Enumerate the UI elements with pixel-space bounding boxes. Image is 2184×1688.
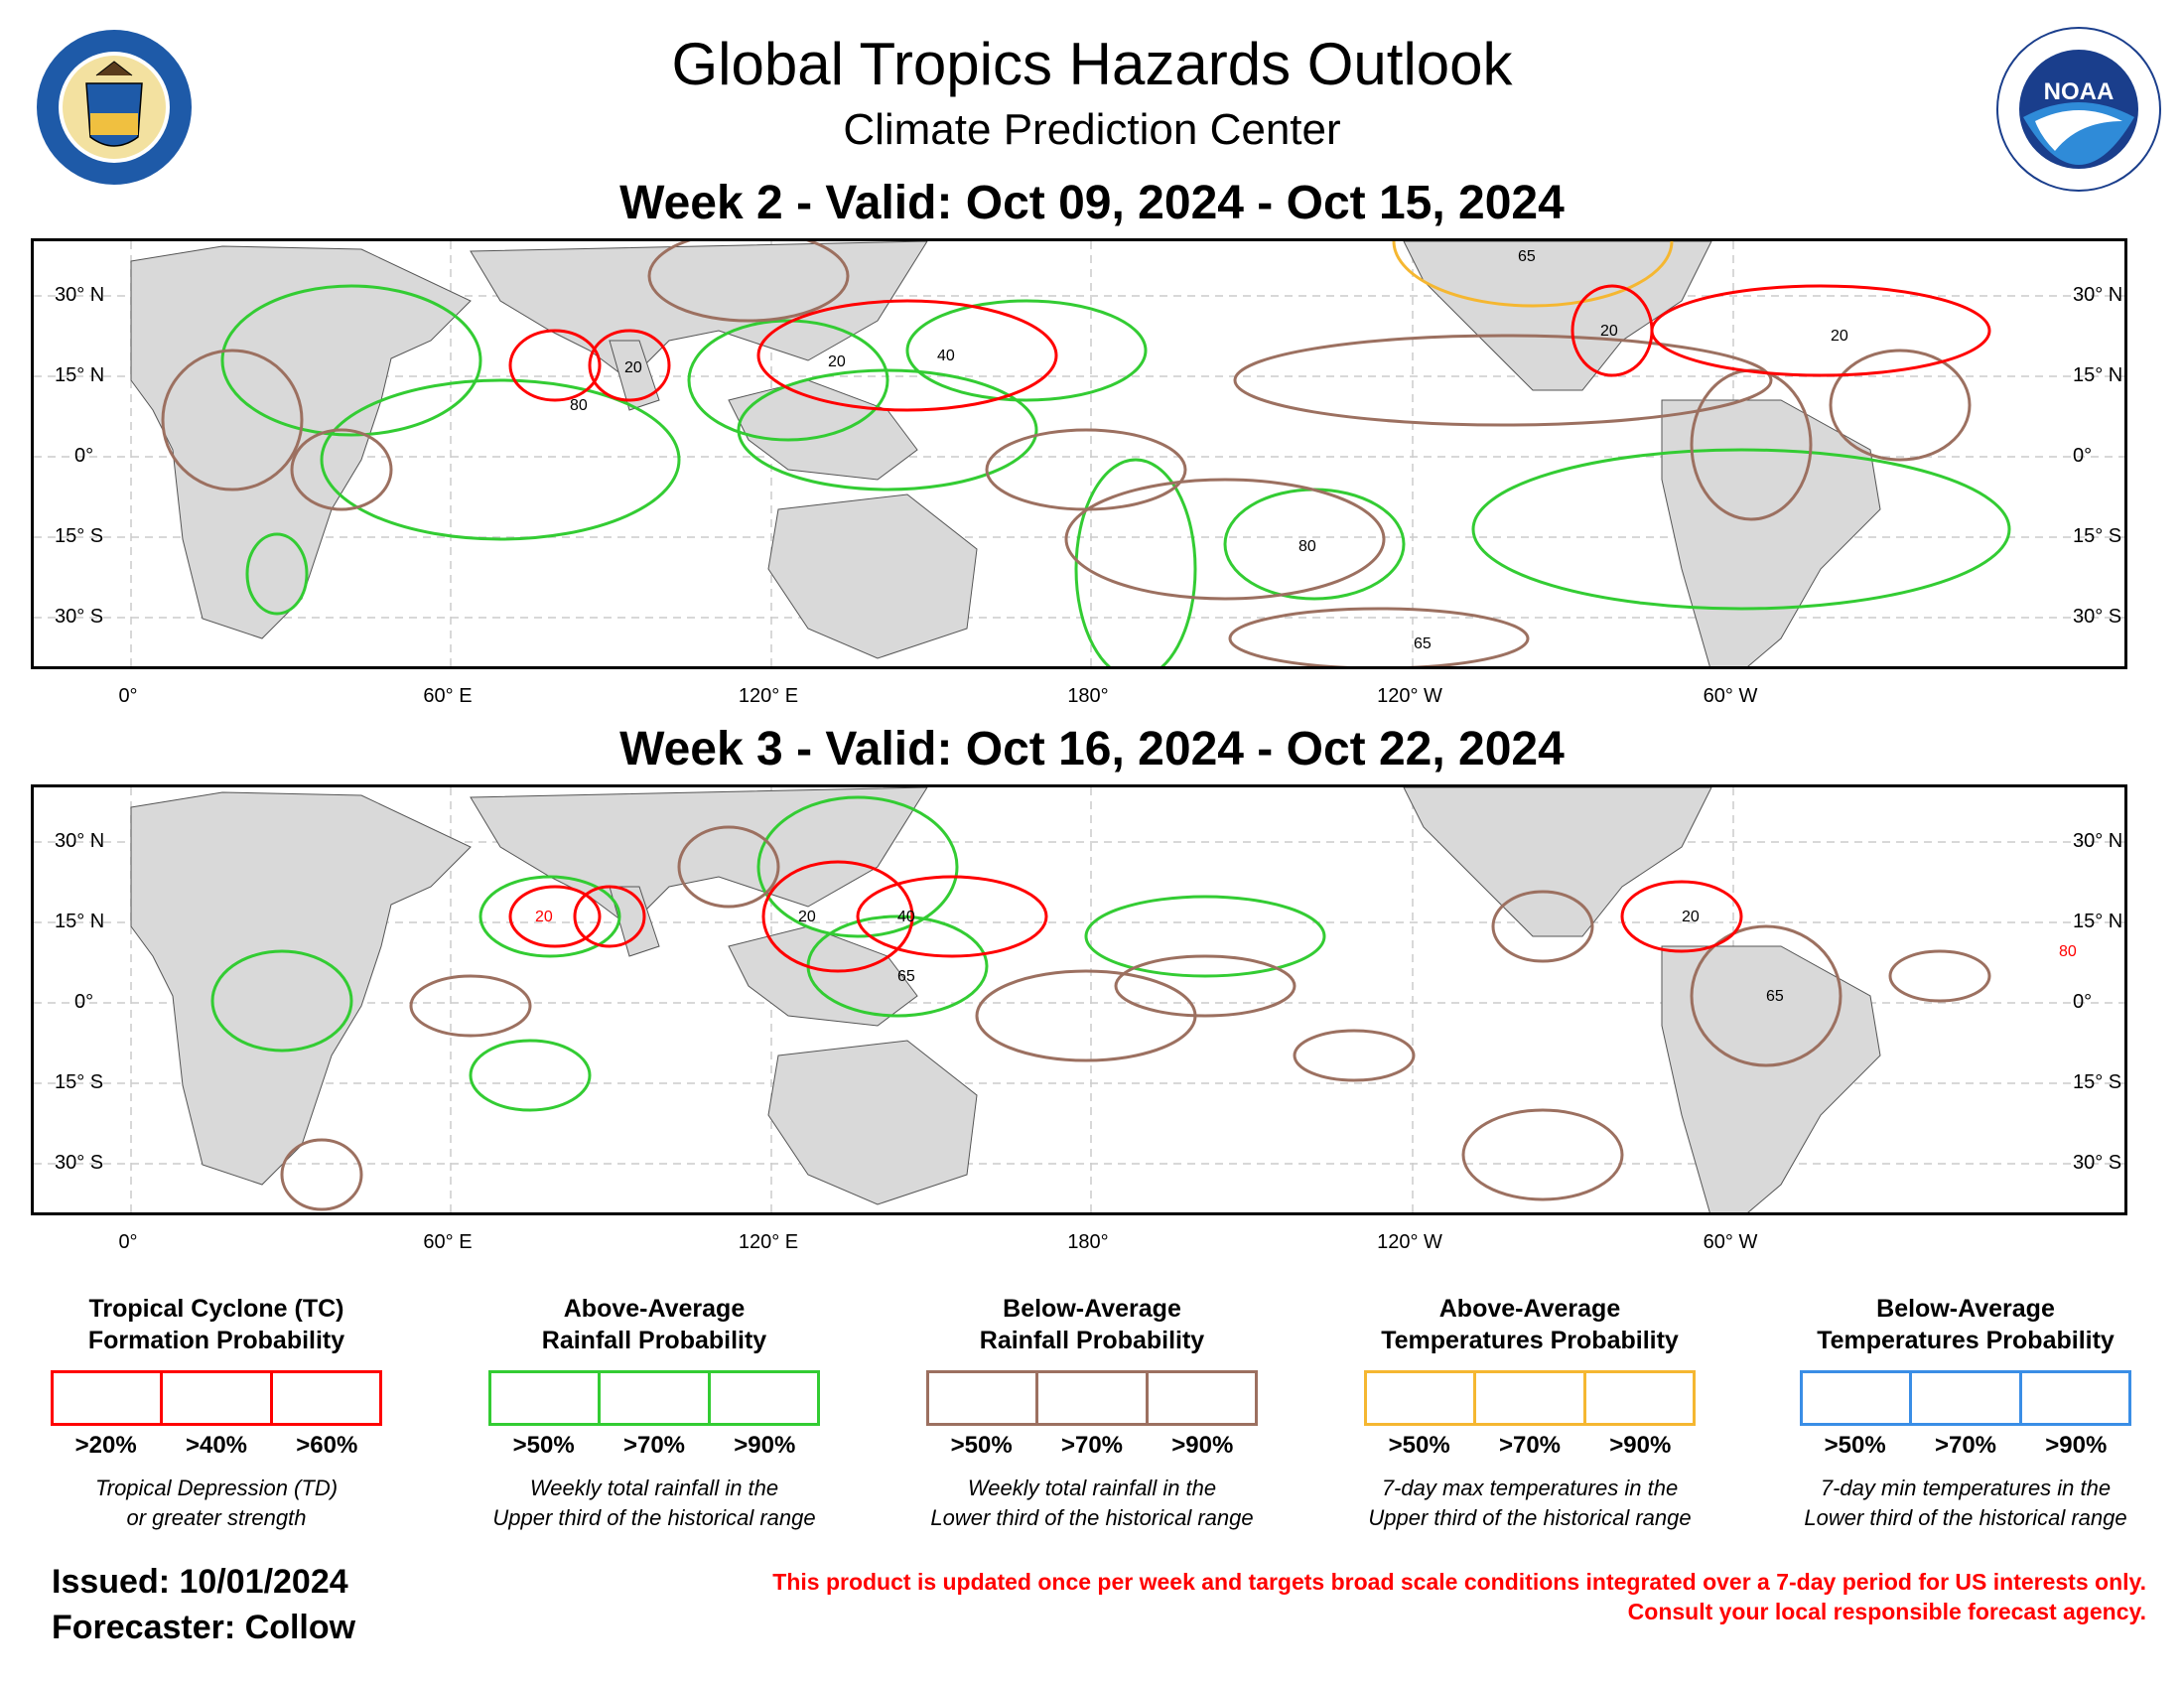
contour-label: 20 — [624, 359, 642, 376]
legend-below-rain: Below-Average Rainfall Probability >50% >… — [903, 1293, 1281, 1533]
legend-swatch — [1364, 1370, 1696, 1426]
contour-label: 40 — [937, 348, 955, 364]
legend-title: Rainfall Probability — [541, 1327, 767, 1354]
contour-label: 40 — [897, 909, 915, 925]
contour-label: 20 — [1682, 909, 1700, 925]
legend-title: Below-Average — [1876, 1295, 2055, 1323]
week2-lat-label-right: 30° N — [2073, 284, 2123, 306]
week2-lon-label: 60° W — [1703, 685, 1758, 707]
week2-lon-label: 0° — [118, 685, 138, 707]
issued-info: Issued: 10/01/2024 Forecaster: Collow — [52, 1559, 355, 1650]
legend-ticks: >50% >70% >90% — [950, 1432, 1234, 1459]
disclaimer: This product is updated once per week an… — [772, 1569, 2146, 1624]
contour-label: 20 — [1831, 328, 1848, 345]
week2-lon-label: 120° E — [738, 685, 799, 707]
week2-lat-label-right: 15° S — [2073, 525, 2122, 547]
legend-above-temp: Above-Average Temperatures Probability >… — [1341, 1293, 1718, 1533]
week2-lat-label-right: 15° N — [2073, 364, 2123, 386]
contour-label: 80 — [1298, 538, 1316, 555]
legend-ticks: >50% >70% >90% — [1388, 1432, 1672, 1459]
legend-title: Formation Probability — [87, 1327, 345, 1354]
page-title: Global Tropics Hazards Outlook — [671, 31, 1513, 97]
legend-title: Below-Average — [1003, 1295, 1181, 1323]
week2-lon-label: 120° W — [1377, 685, 1442, 707]
forecaster-name: Forecaster: Collow — [52, 1609, 356, 1646]
contour-label: 80 — [570, 397, 588, 414]
legend-title: Temperatures Probability — [1817, 1327, 2115, 1354]
legend-tc: Tropical Cyclone (TC) Formation Probabil… — [28, 1293, 405, 1533]
legend-title: Tropical Cyclone (TC) — [88, 1295, 344, 1323]
week3-lat-label-right: 15° N — [2073, 911, 2123, 932]
week3-lat-label-right: 15° S — [2073, 1071, 2122, 1093]
week3-lat-label-right: 30° S — [2073, 1152, 2122, 1174]
legend-desc: 7-day min temperatures in the Lower third… — [1804, 1476, 2127, 1530]
svg-text:NOAA: NOAA — [2044, 78, 2115, 105]
contour-label: 65 — [897, 968, 915, 985]
week2-lon-label: 60° E — [423, 685, 473, 707]
week3-lat-label-right: 0° — [2073, 991, 2093, 1013]
week3-lat-label: 15° S — [55, 1071, 104, 1093]
legend-swatch — [51, 1370, 382, 1426]
week2-lon-label: 180° — [1067, 685, 1109, 707]
legend-swatch — [1800, 1370, 2131, 1426]
week3-lat-label: 30° N — [55, 830, 105, 852]
noaa-logo-icon: NOAA — [1995, 26, 2162, 193]
commerce-seal-icon — [35, 28, 194, 187]
legend-title: Above-Average — [1438, 1295, 1621, 1323]
legend-title: Above-Average — [563, 1295, 746, 1323]
contour-label: 20 — [1600, 323, 1618, 340]
week2-lat-label-right: 0° — [2073, 445, 2093, 467]
africa-land — [130, 245, 472, 639]
asia-land — [470, 241, 928, 381]
week3-lat-label-right: 30° N — [2073, 830, 2123, 852]
legend-swatch — [488, 1370, 820, 1426]
legend-title: Rainfall Probability — [979, 1327, 1205, 1354]
issued-date: Issued: 10/01/2024 — [52, 1563, 348, 1601]
week3-lon-label: 0° — [118, 1231, 138, 1253]
week2-lat-label: 15° S — [55, 525, 104, 547]
contour-label: 80 — [2059, 943, 2077, 960]
week2-lat-label: 0° — [74, 445, 94, 467]
week3-lat-label: 30° S — [55, 1152, 104, 1174]
week2-lat-label: 30° N — [55, 284, 105, 306]
legend-above-rain: Above-Average Rainfall Probability >50% >… — [466, 1293, 843, 1533]
north-america-land — [1403, 241, 1712, 391]
maritime-continent-land — [728, 379, 918, 481]
legend-desc: Weekly total rainfall in the Upper third … — [492, 1476, 816, 1530]
india-land — [609, 340, 660, 411]
australia-land — [767, 493, 978, 659]
week3-lat-label: 0° — [74, 991, 94, 1013]
contour-label: 20 — [828, 353, 846, 370]
contour-label: 65 — [1766, 988, 1784, 1005]
contour-label: 65 — [1518, 248, 1536, 265]
week3-lon-label: 120° W — [1377, 1231, 1442, 1253]
contour-label: 20 — [535, 909, 553, 925]
week3-lon-label: 120° E — [738, 1231, 799, 1253]
legend-title: Temperatures Probability — [1381, 1327, 1679, 1354]
legend-desc: 7-day max temperatures in the Upper third… — [1368, 1476, 1692, 1530]
week2-title: Week 2 - Valid: Oct 09, 2024 - Oct 15, 2… — [619, 177, 1565, 229]
contour-label: 65 — [1414, 635, 1432, 652]
week2-lat-label: 30° S — [55, 606, 104, 628]
week2-lat-label: 15° N — [55, 364, 105, 386]
week3-lon-label: 60° E — [423, 1231, 473, 1253]
week3-lon-label: 180° — [1067, 1231, 1109, 1253]
legend-ticks: >50% >70% >90% — [1824, 1432, 2108, 1459]
week2-lat-label-right: 30° S — [2073, 606, 2122, 628]
week3-lat-label: 15° N — [55, 911, 105, 932]
page-subtitle: Climate Prediction Center — [843, 105, 1341, 154]
legend-ticks: >20% >40% >60% — [74, 1432, 358, 1459]
week2-map: 80 20 20 40 20 20 80 65 65 — [31, 238, 2127, 669]
legend-swatch — [926, 1370, 1258, 1426]
legend-ticks: >50% >70% >90% — [512, 1432, 796, 1459]
week3-map: 20 20 40 20 80 65 65 — [31, 784, 2127, 1215]
legend-below-temp: Below-Average Temperatures Probability >… — [1777, 1293, 2154, 1533]
week3-title: Week 3 - Valid: Oct 16, 2024 - Oct 22, 2… — [619, 723, 1565, 775]
contour-label: 20 — [798, 909, 816, 925]
week3-lon-label: 60° W — [1703, 1231, 1758, 1253]
legend-desc: Tropical Depression (TD) or greater stren… — [94, 1476, 339, 1530]
legend-desc: Weekly total rainfall in the Lower third … — [930, 1476, 1254, 1530]
